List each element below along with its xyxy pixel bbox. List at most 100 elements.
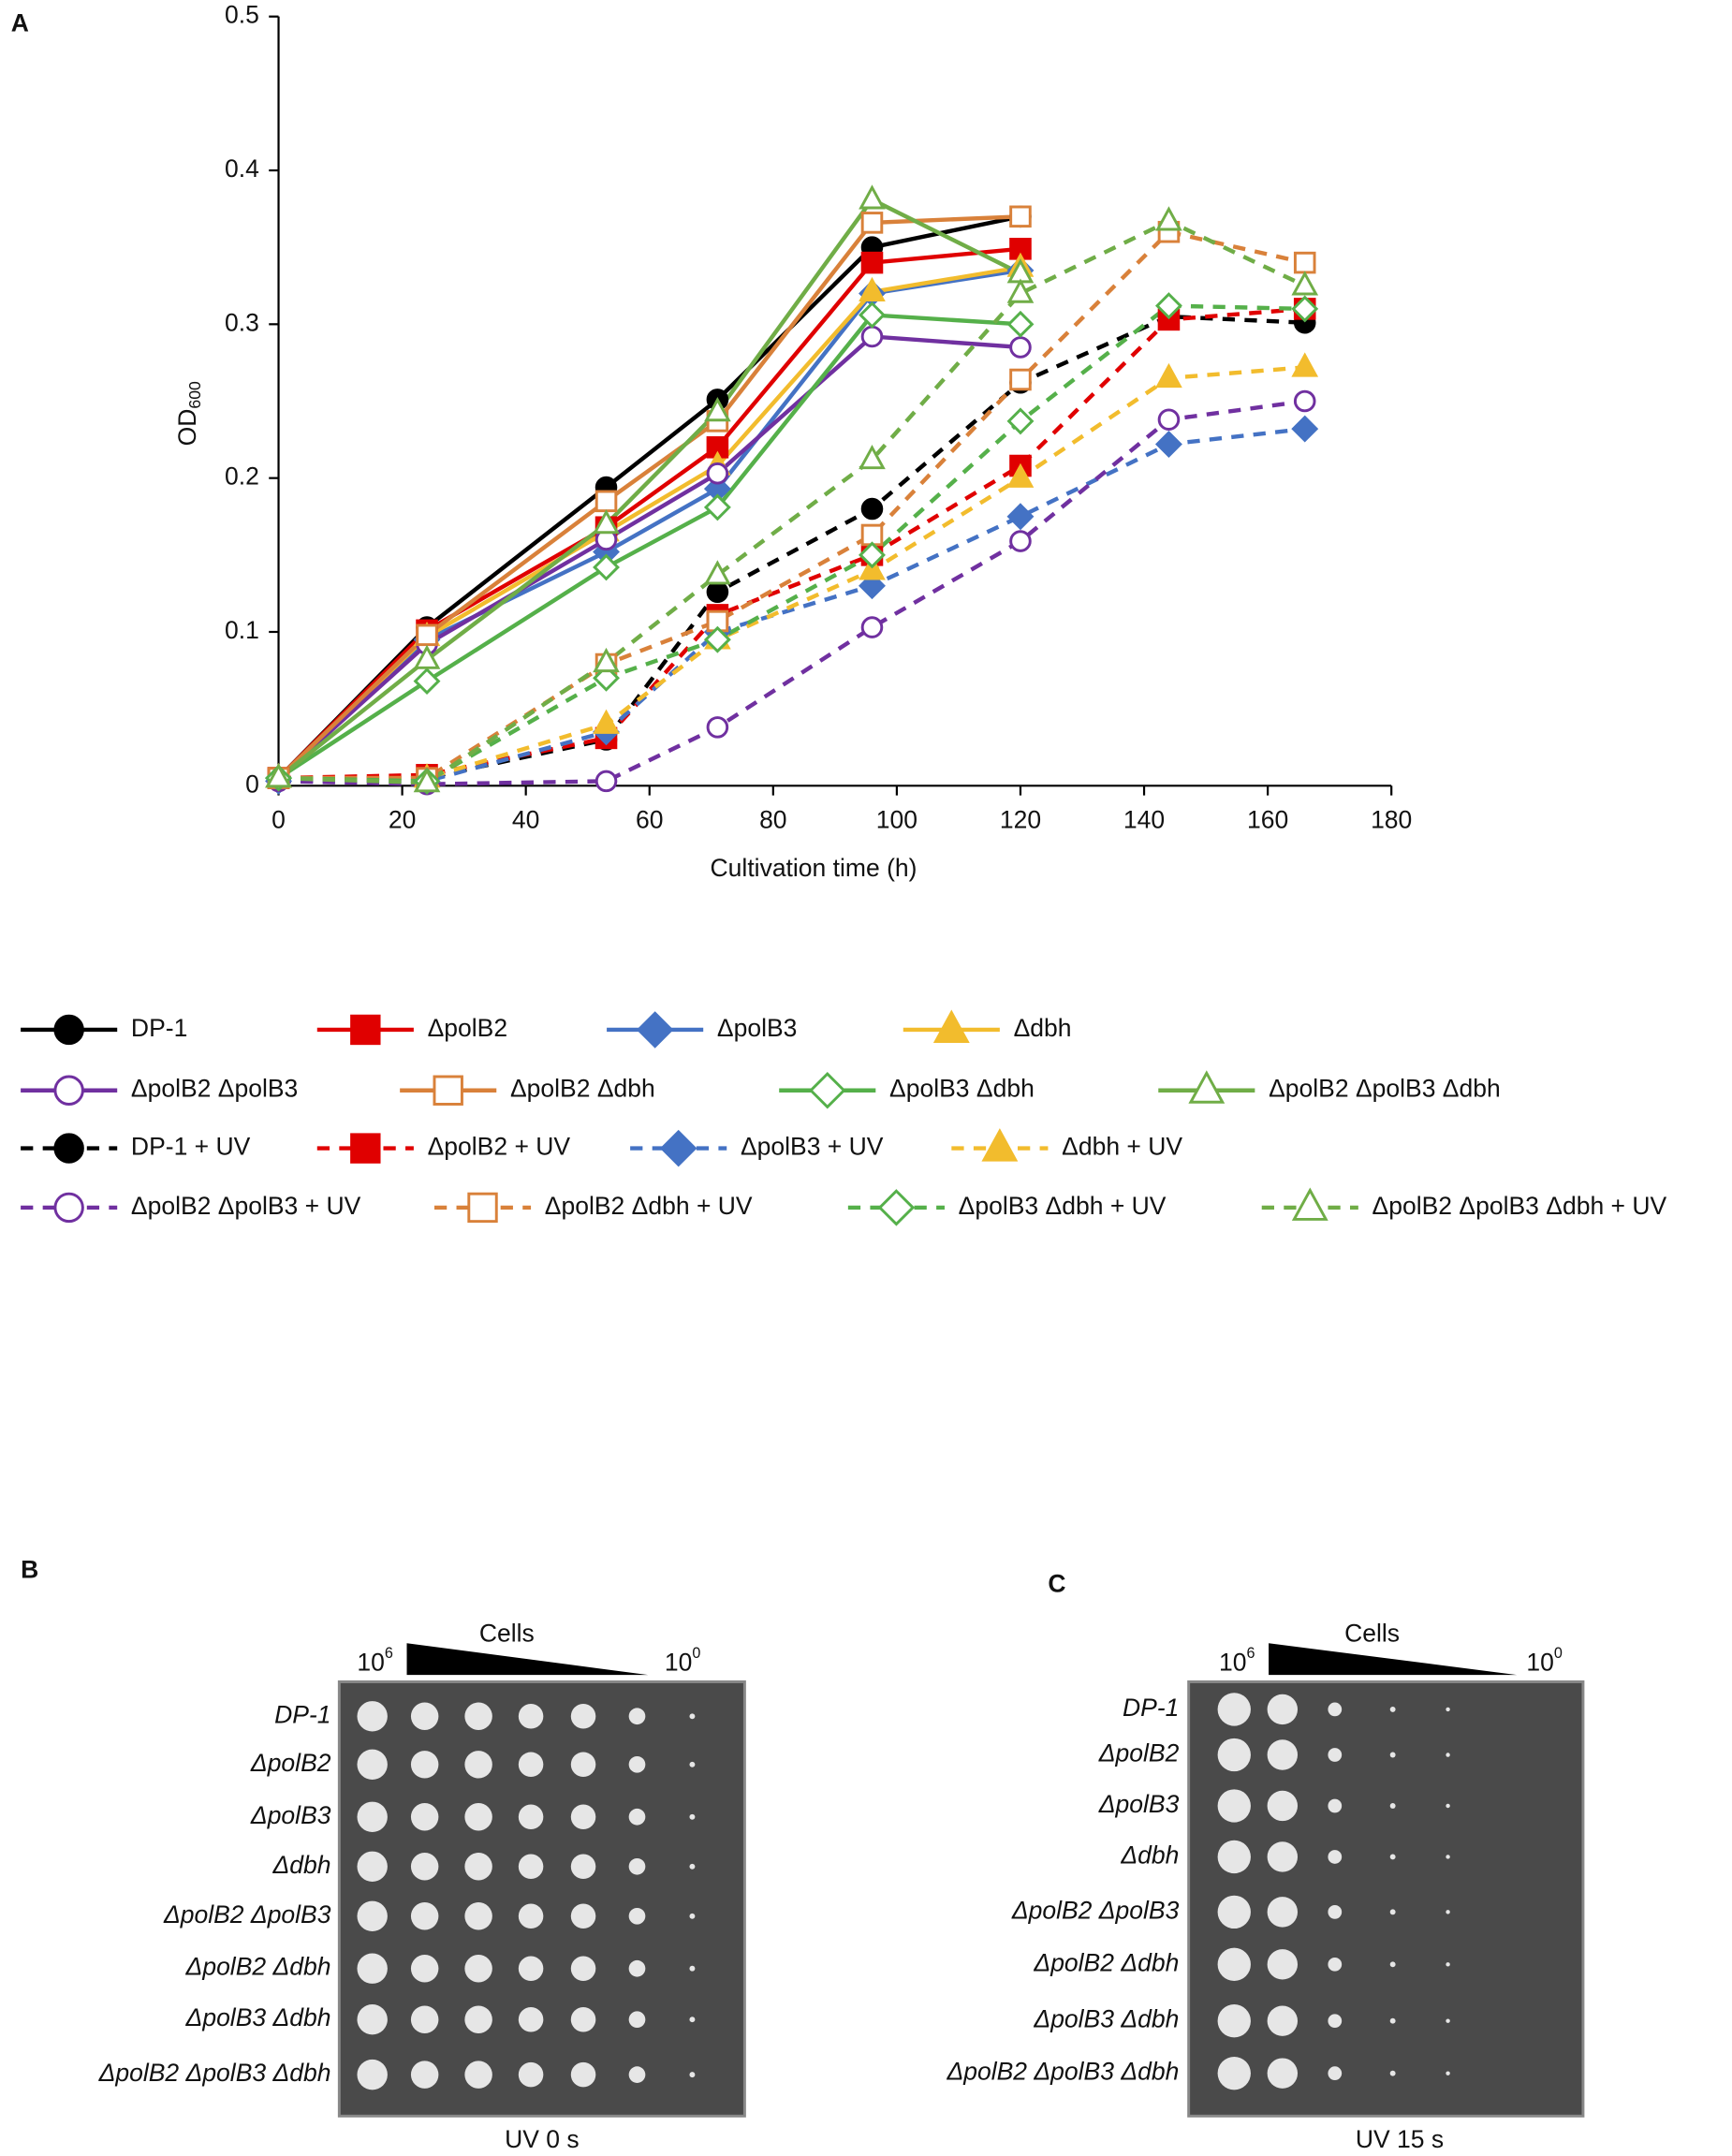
colony: [1267, 2058, 1299, 2089]
dilution-start-exp: 6: [1246, 1645, 1255, 1662]
marker: [594, 770, 618, 793]
plate: [337, 1679, 746, 2118]
legend-label: ΔpolB2 ΔpolB3 Δdbh + UV: [1372, 1192, 1667, 1220]
y-axis-label: OD600: [173, 381, 204, 446]
colony: [689, 2017, 696, 2023]
colony: [1389, 2017, 1396, 2024]
colony: [570, 1903, 596, 1929]
dilution-end-base: 10: [665, 1648, 692, 1676]
x-tick-label: 20: [389, 806, 416, 834]
colony: [518, 1704, 544, 1729]
colony: [1389, 1854, 1396, 1860]
strain-label: ΔpolB3 Δdbh: [185, 2003, 331, 2031]
dilution-end: 100: [665, 1645, 701, 1676]
strain-label: ΔpolB2 ΔpolB3 Δdbh: [98, 2059, 331, 2087]
colony: [1217, 1738, 1251, 1772]
series-line: [278, 399, 1306, 786]
dilution-start: 106: [357, 1645, 393, 1676]
legend-label: DP-1: [131, 1014, 187, 1042]
colony: [628, 1808, 646, 1826]
colony: [1328, 2066, 1343, 2081]
colony: [464, 1902, 492, 1930]
legend-marker: [53, 1014, 84, 1046]
legend-label: Δdbh: [1014, 1014, 1072, 1042]
legend-label: ΔpolB2: [428, 1014, 507, 1042]
legend-marker: [53, 1192, 84, 1224]
legend-marker: [467, 1192, 498, 1224]
legend-label: ΔpolB2 Δdbh + UV: [545, 1192, 753, 1220]
colony: [357, 2004, 388, 2035]
legend-label: ΔpolB3 + UV: [741, 1133, 884, 1161]
marker: [1157, 408, 1181, 431]
strain-label: ΔpolB2 ΔpolB3 Δdbh: [946, 2058, 1179, 2086]
colony: [1446, 1803, 1450, 1809]
colony: [464, 1702, 492, 1730]
x-tick-label: 100: [876, 806, 917, 834]
marker: [704, 397, 731, 422]
legend-marker: [1291, 1187, 1328, 1221]
marker: [703, 625, 731, 653]
colony: [464, 1955, 492, 1983]
dilution-end-exp: 0: [692, 1645, 700, 1662]
legend-marker: [53, 1133, 84, 1164]
y-tick-label: 0.3: [225, 308, 259, 336]
colony: [689, 1713, 696, 1720]
marker: [1155, 206, 1182, 231]
colony: [357, 2059, 388, 2090]
colony: [1389, 1909, 1396, 1915]
colony: [1267, 1739, 1299, 1770]
marker: [413, 667, 441, 696]
strain-label: ΔpolB2: [1098, 1739, 1180, 1767]
colony: [518, 2006, 544, 2032]
series-line: [278, 314, 1305, 781]
marker: [1009, 530, 1032, 552]
strain-label: ΔpolB3 Δdbh: [1033, 2005, 1179, 2033]
series-line: [277, 334, 1021, 780]
dilution-end: 100: [1526, 1645, 1563, 1676]
colony: [357, 1900, 388, 1931]
colony: [1217, 1947, 1251, 1981]
x-tick-label: 180: [1371, 806, 1412, 834]
colony: [1267, 2005, 1299, 2036]
colony: [464, 1853, 492, 1881]
x-axis-label: Cultivation time (h): [711, 854, 917, 882]
legend-label: DP-1 + UV: [131, 1133, 251, 1161]
legend-label: ΔpolB3 Δdbh: [889, 1075, 1035, 1103]
marker: [1291, 295, 1319, 323]
marker: [1009, 336, 1032, 359]
colony: [1389, 1706, 1396, 1712]
colony: [410, 1902, 439, 1930]
legend-marker: [350, 1014, 381, 1046]
plate-caption: UV 15 s: [1356, 2125, 1444, 2153]
marker: [1009, 205, 1032, 228]
colony: [1446, 1962, 1450, 1967]
colony: [357, 1851, 388, 1882]
marker: [1006, 503, 1035, 531]
x-tick-label: 40: [512, 806, 539, 834]
marker: [1154, 292, 1182, 320]
legend-label: ΔpolB2 ΔpolB3 + UV: [131, 1192, 361, 1220]
colony: [518, 1804, 544, 1830]
colony: [1389, 1803, 1396, 1809]
x-tick-label: 60: [636, 806, 663, 834]
legend-label: ΔpolB3 Δdbh + UV: [959, 1192, 1167, 1220]
legend-label: ΔpolB2 + UV: [428, 1133, 571, 1161]
colony: [518, 1903, 544, 1929]
marker: [1291, 415, 1319, 443]
colony: [570, 1854, 596, 1880]
strain-label: Δdbh: [272, 1851, 330, 1879]
marker: [860, 212, 884, 234]
colony: [410, 2061, 439, 2089]
marker: [593, 709, 620, 734]
legend-marker: [350, 1133, 381, 1164]
marker: [860, 497, 884, 521]
marker: [860, 251, 884, 274]
marker: [1293, 251, 1316, 274]
y-tick-label: 0.2: [225, 462, 259, 491]
series-line: [276, 214, 1021, 780]
dilution-start: 106: [1219, 1645, 1255, 1676]
colony: [410, 1751, 439, 1779]
colony: [1446, 1753, 1450, 1757]
series-line: [278, 426, 1305, 784]
marker: [413, 768, 441, 793]
